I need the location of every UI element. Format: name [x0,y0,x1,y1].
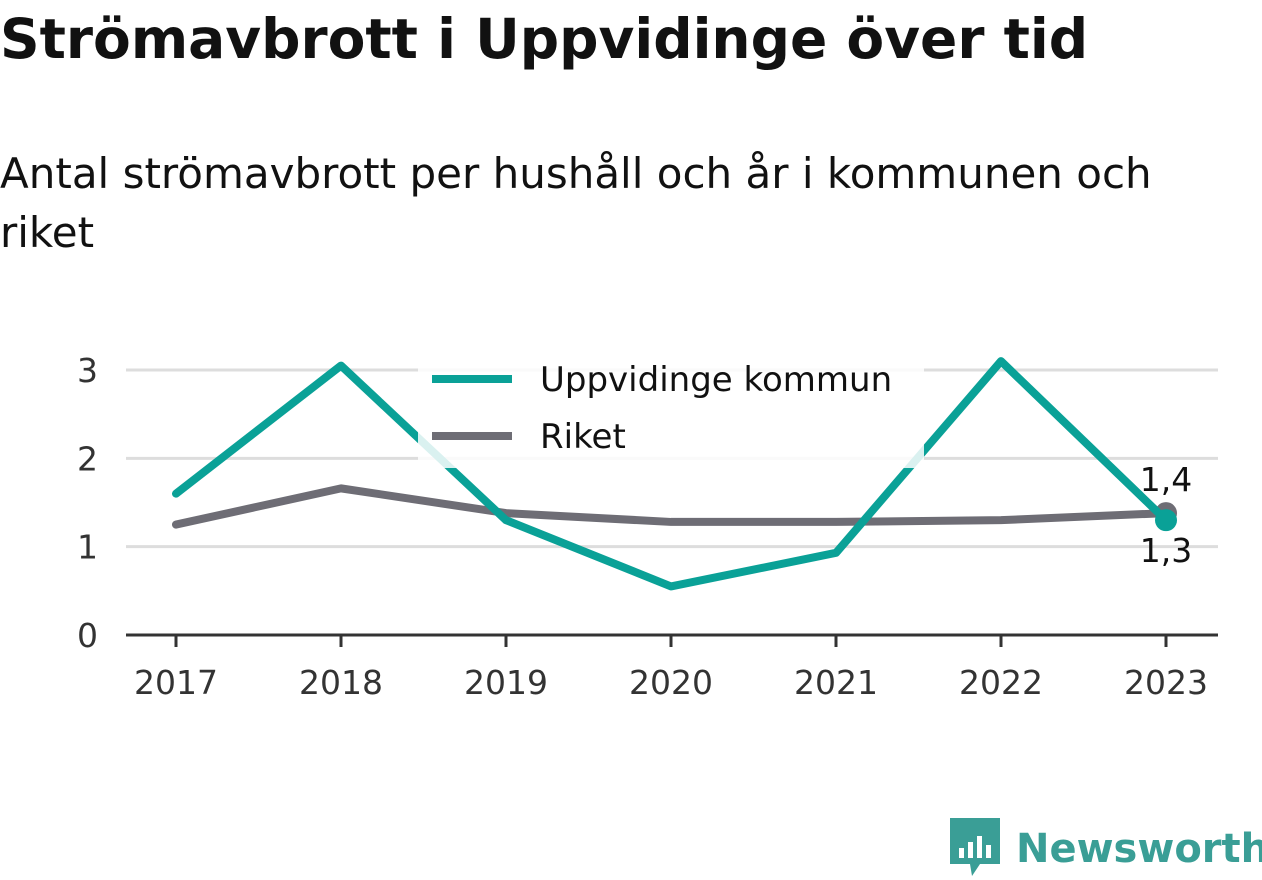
end-label-kommun: 1,3 [1140,531,1192,570]
x-tick-label: 2018 [299,663,383,702]
x-axis: 0 1 2 3 2017 2018 2019 2020 2021 2022 2023 [77,351,1218,702]
x-tick-label: 2017 [134,663,218,702]
series-lines [172,357,1177,591]
series-end-point [1155,509,1177,532]
end-labels: 1,4 1,3 [1140,460,1192,570]
end-label-riket: 1,4 [1140,460,1192,499]
x-tick-label: 2020 [629,663,713,702]
brand-name: Newsworthy [1016,826,1262,872]
y-tick-label: 3 [77,351,98,390]
chart-subtitle: Antal strömavbrott per hushåll och år i … [0,149,1152,257]
series-line-riket [172,484,1170,529]
y-tick-label: 0 [77,616,98,655]
legend-label: Uppvidinge kommun [540,360,892,400]
x-tick-label: 2022 [959,663,1043,702]
newsworthy-brand: Newsworthy [950,818,1262,880]
legend-label: Riket [540,417,626,457]
bar-chart-speech-bubble-icon [950,818,1000,876]
x-tick-label: 2023 [1124,663,1208,702]
y-tick-label: 2 [77,439,98,478]
x-tick-label: 2021 [794,663,878,702]
legend: Uppvidinge kommun Riket [418,350,924,468]
legend-background [418,350,924,468]
x-tick-label: 2019 [464,663,548,702]
chart-title: Strömavbrott i Uppvidinge över tid [0,7,1089,71]
series-line-kommun [172,357,1170,591]
y-tick-label: 1 [77,528,98,567]
